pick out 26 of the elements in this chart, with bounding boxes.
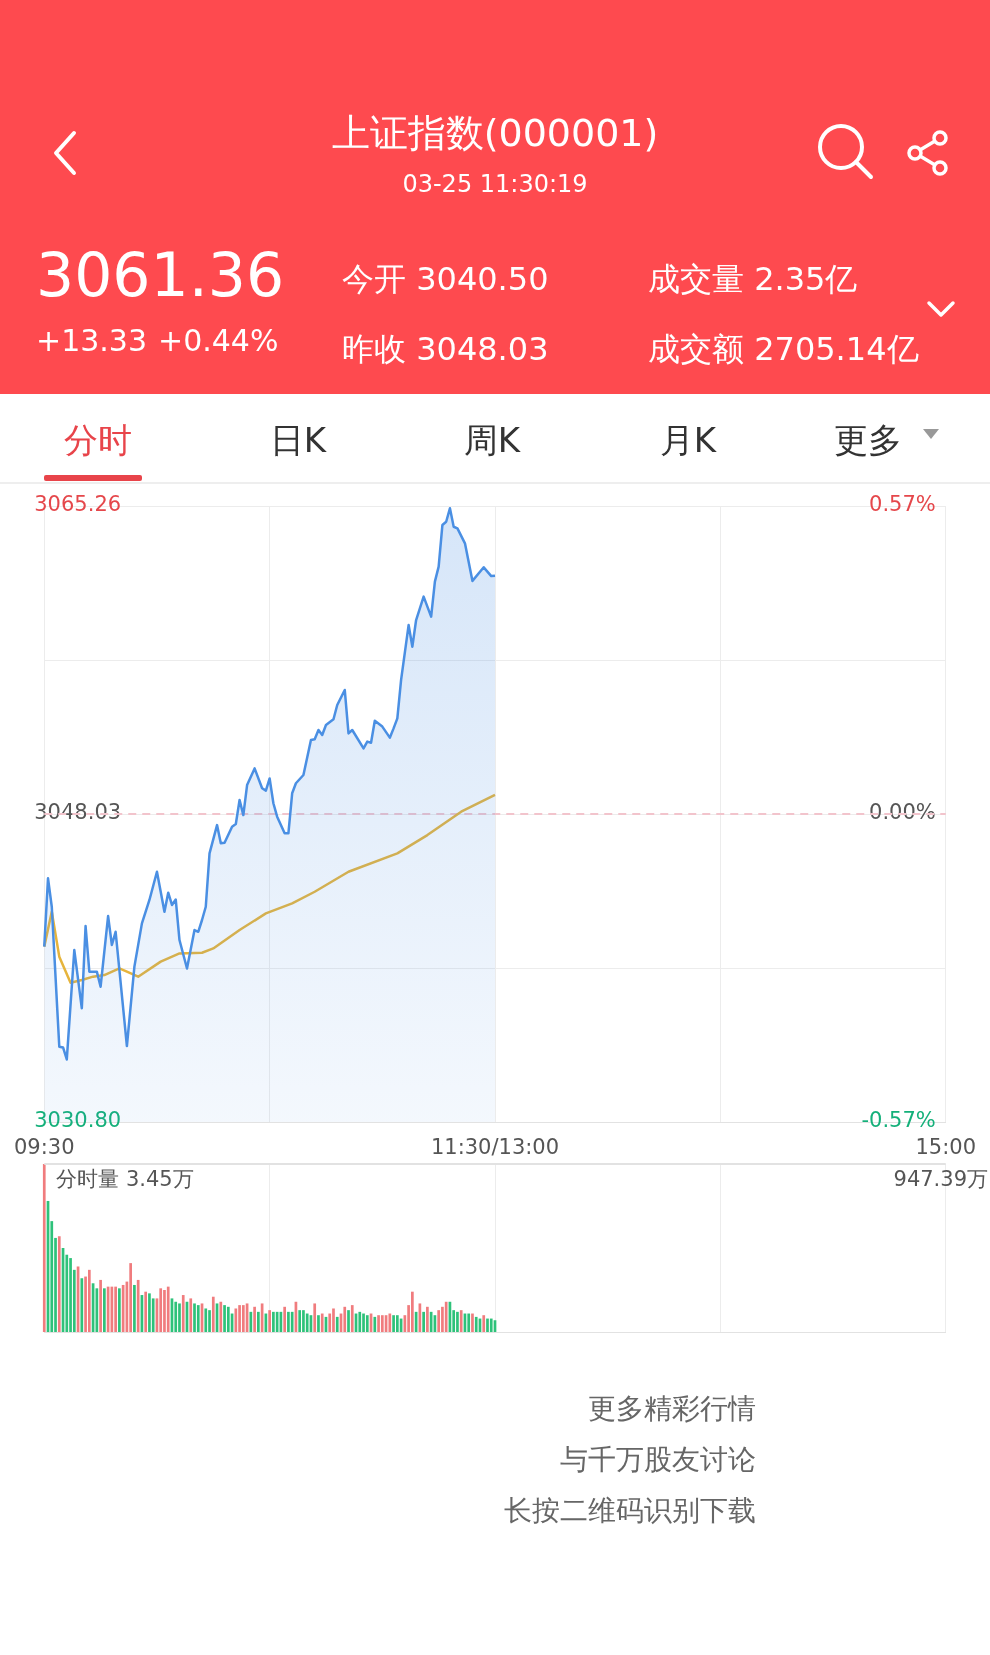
y2-tick-label: -0.57%: [861, 1108, 936, 1133]
y-tick-label: 3030.80: [34, 1108, 122, 1133]
text: 成交量 2.35亿: [648, 259, 858, 300]
text: 与千万股友讨论: [560, 1442, 756, 1478]
text: +0.44%: [158, 323, 279, 358]
x-tick-label: 09:30: [13, 1135, 75, 1160]
chart-title: 上证指数(000001): [331, 110, 659, 157]
x-tick-label: 11:30/13:00: [430, 1135, 560, 1160]
text: 更多: [834, 419, 902, 462]
text: 日K: [269, 419, 327, 462]
text: 昨收 3048.03: [342, 329, 549, 370]
text: 月K: [659, 419, 717, 462]
annotation: 947.39万: [893, 1166, 988, 1191]
text: 分时: [64, 419, 132, 462]
text: 周K: [463, 419, 521, 462]
y2-tick-label: 0.57%: [869, 492, 936, 517]
text: 今开 3040.50: [342, 259, 549, 300]
y-tick-label: 3065.26: [34, 492, 122, 517]
x-tick-label: 15:00: [915, 1135, 977, 1160]
text: 3061.36: [36, 240, 285, 310]
annotation: 分时量 3.45万: [56, 1166, 194, 1191]
text: 更多精彩行情: [588, 1391, 756, 1427]
text: 长按二维码识别下载: [504, 1493, 756, 1529]
text: +13.33: [36, 323, 148, 358]
chart-subtitle: 03-25 11:30:19: [402, 170, 588, 198]
text: 成交额 2705.14亿: [648, 329, 919, 370]
